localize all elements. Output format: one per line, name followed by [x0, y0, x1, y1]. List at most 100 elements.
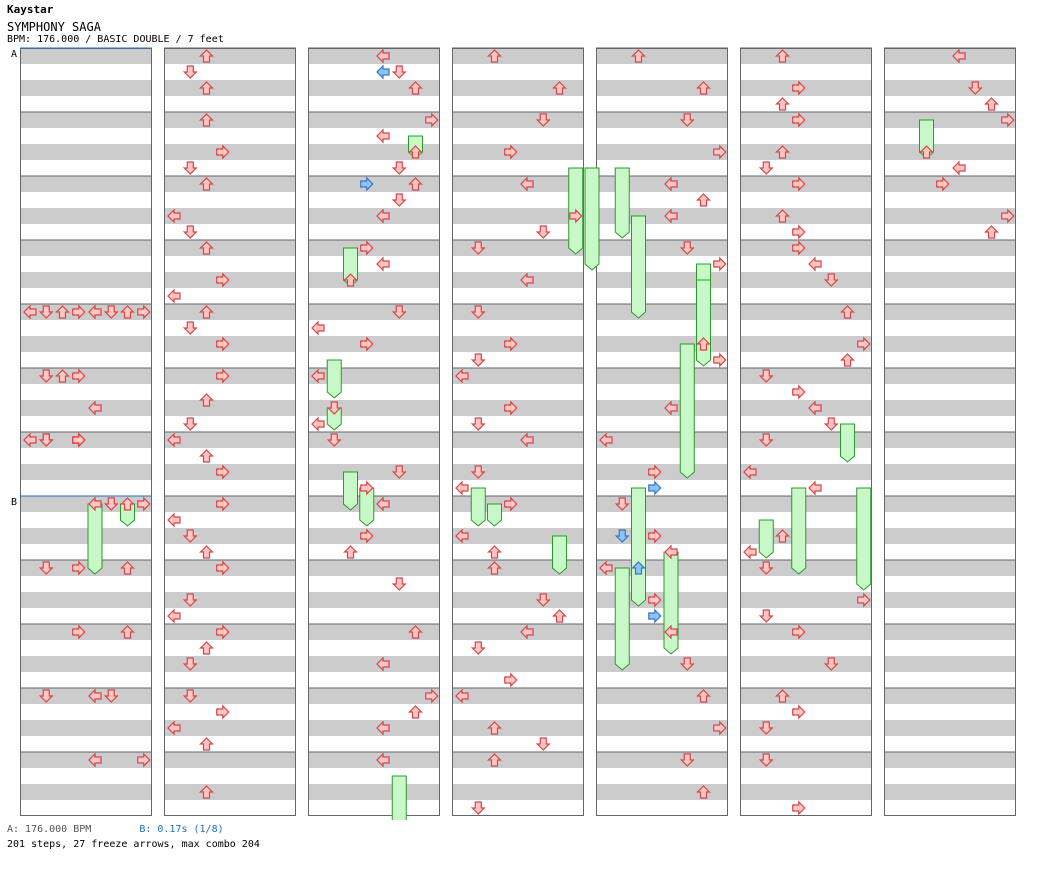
step-chart: AB: [11, 47, 1016, 820]
column-border: [596, 48, 728, 816]
step-arrow: [520, 432, 534, 448]
beat-band: [20, 464, 152, 480]
beat-band: [452, 752, 584, 768]
step-arrow: [182, 657, 198, 671]
step-arrow: [72, 624, 86, 640]
beat-band: [596, 144, 728, 160]
beat-band: [884, 496, 1016, 512]
freeze-arrow: [470, 487, 486, 527]
step-arrow: [758, 753, 774, 767]
beat-band: [884, 624, 1016, 640]
beat-band: [308, 432, 440, 448]
beat-band: [164, 240, 296, 256]
step-arrow: [535, 593, 551, 607]
beat-band: [884, 560, 1016, 576]
step-arrow: [808, 480, 822, 496]
step-arrow: [792, 80, 806, 96]
freeze-arrow: [840, 423, 855, 463]
beat-band: [164, 208, 296, 224]
step-arrow: [808, 256, 822, 272]
step-arrow: [216, 464, 230, 480]
step-arrow: [535, 113, 551, 127]
beat-band: [452, 400, 584, 416]
beat-band: [452, 176, 584, 192]
step-arrow: [775, 689, 790, 703]
step-arrow: [840, 353, 855, 367]
beat-band: [20, 144, 152, 160]
shock-arrow: [376, 64, 390, 80]
beat-band: [164, 176, 296, 192]
beat-band: [740, 784, 872, 800]
beat-band: [164, 624, 296, 640]
beat-band: [164, 784, 296, 800]
beat-band: [740, 656, 872, 672]
beat-band: [740, 688, 872, 704]
step-arrow: [391, 161, 407, 175]
step-arrow: [487, 721, 502, 735]
beat-band: [20, 272, 152, 288]
beat-band: [20, 336, 152, 352]
step-arrow: [792, 240, 806, 256]
beat-band: [452, 112, 584, 128]
beat-band: [596, 336, 728, 352]
step-arrow: [696, 193, 711, 207]
beat-band: [740, 752, 872, 768]
chart-meta: BPM: 176.000 / BASIC DOUBLE / 7 feet: [7, 34, 224, 45]
beat-band: [740, 80, 872, 96]
step-arrow: [167, 512, 181, 528]
beat-band: [884, 400, 1016, 416]
step-arrow: [376, 496, 390, 512]
step-arrow: [470, 801, 486, 815]
beat-band: [308, 80, 440, 96]
step-arrow: [311, 368, 325, 384]
step-arrow: [743, 544, 757, 560]
column-border: [308, 48, 440, 816]
step-arrow: [792, 112, 806, 128]
beat-band: [596, 304, 728, 320]
beat-band: [740, 304, 872, 320]
step-arrow: [455, 528, 469, 544]
step-arrow: [504, 144, 518, 160]
bpm-a-label: A: 176.000 BPM: [7, 824, 92, 835]
step-arrow: [743, 464, 757, 480]
step-arrow: [311, 320, 325, 336]
beat-band: [308, 624, 440, 640]
step-arrow: [952, 160, 966, 176]
step-arrow: [599, 432, 613, 448]
step-arrow: [470, 417, 486, 431]
beat-band: [164, 496, 296, 512]
shock-arrow: [648, 608, 662, 624]
beat-band: [164, 80, 296, 96]
step-arrow: [408, 177, 423, 191]
step-arrow: [408, 625, 423, 639]
step-arrow: [599, 560, 613, 576]
step-arrow: [713, 256, 727, 272]
step-arrow: [758, 369, 774, 383]
step-arrow: [182, 161, 198, 175]
freeze-arrow: [791, 487, 807, 575]
freeze-arrow: [758, 519, 774, 559]
step-arrow: [775, 97, 790, 111]
beat-band: [20, 592, 152, 608]
step-arrow: [631, 49, 646, 63]
beat-band: [20, 688, 152, 704]
step-arrow: [696, 81, 711, 95]
beat-band: [884, 688, 1016, 704]
step-arrow: [823, 417, 839, 431]
step-arrow: [664, 176, 678, 192]
step-arrow: [391, 577, 407, 591]
step-arrow: [182, 689, 198, 703]
beat-band: [164, 304, 296, 320]
beat-band: [452, 240, 584, 256]
step-arrow: [713, 720, 727, 736]
marker-a: A: [11, 49, 17, 60]
freeze-arrow: [487, 503, 502, 527]
beat-band: [164, 144, 296, 160]
step-arrow: [216, 560, 230, 576]
step-arrow: [216, 368, 230, 384]
step-arrow: [504, 672, 518, 688]
step-arrow: [199, 81, 214, 95]
beat-band: [884, 240, 1016, 256]
step-arrow: [952, 48, 966, 64]
beat-band: [884, 720, 1016, 736]
